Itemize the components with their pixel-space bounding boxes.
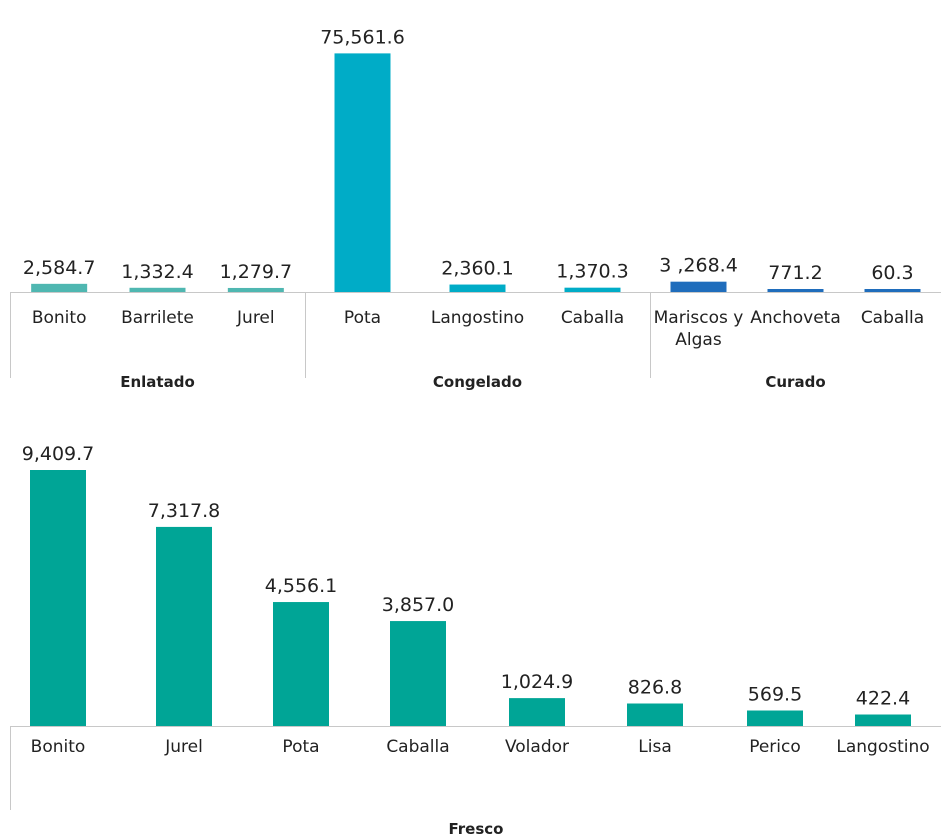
- data-label: 3 ,268.4: [659, 255, 738, 277]
- bar: [227, 287, 284, 292]
- x-tick-label: Lisa: [638, 737, 671, 757]
- data-label: 4,556.1: [265, 575, 338, 597]
- bar: [767, 289, 824, 292]
- x-tick-label: Barrilete: [121, 308, 194, 328]
- bar: [564, 287, 621, 292]
- data-label: 771.2: [768, 262, 822, 284]
- data-label: 422.4: [856, 688, 910, 710]
- data-label: 60.3: [871, 262, 913, 284]
- data-label: 9,409.7: [22, 443, 95, 465]
- data-label: 569.5: [748, 684, 802, 706]
- bar: [129, 287, 186, 292]
- data-label: 1,024.9: [501, 671, 574, 693]
- bar: [509, 698, 565, 726]
- data-label: 826.8: [628, 677, 682, 699]
- x-tick-label: Caballa: [861, 308, 924, 328]
- x-tick-label: Algas: [675, 330, 722, 350]
- bar: [31, 283, 88, 292]
- group-label: Congelado: [433, 373, 522, 391]
- x-tick-label: Pota: [282, 737, 319, 757]
- bar: [855, 714, 911, 726]
- data-label: 2,360.1: [441, 258, 514, 280]
- bar: [334, 53, 391, 292]
- x-tick-label: Bonito: [32, 308, 87, 328]
- group-label: Fresco: [449, 820, 504, 838]
- data-label: 1,279.7: [220, 261, 293, 283]
- x-tick-label: Jurel: [236, 308, 275, 328]
- x-tick-label: Langostino: [431, 308, 524, 328]
- data-label: 3,857.0: [382, 594, 455, 616]
- x-tick-label: Anchoveta: [750, 308, 841, 328]
- bar: [864, 289, 921, 292]
- data-label: 1,370.3: [556, 261, 629, 283]
- data-label: 7,317.8: [148, 500, 221, 522]
- data-label: 75,561.6: [320, 26, 405, 48]
- bar: [449, 284, 506, 292]
- x-tick-label: Jurel: [164, 737, 203, 757]
- data-label: 1,332.4: [121, 261, 194, 283]
- x-tick-label: Pota: [344, 308, 381, 328]
- x-tick-label: Caballa: [561, 308, 624, 328]
- bar: [390, 621, 446, 726]
- x-tick-label: Volador: [505, 737, 569, 757]
- x-tick-label: Caballa: [386, 737, 449, 757]
- data-label: 2,584.7: [23, 257, 96, 279]
- group-label: Enlatado: [120, 373, 195, 391]
- bar: [273, 602, 329, 726]
- x-tick-label: Perico: [749, 737, 801, 757]
- x-tick-label: Bonito: [31, 737, 86, 757]
- bar: [156, 526, 212, 726]
- bar: [627, 703, 683, 726]
- bar: [30, 470, 86, 726]
- bar: [747, 710, 803, 726]
- x-tick-label: Langostino: [836, 737, 929, 757]
- x-tick-label: Mariscos y: [654, 308, 744, 328]
- bar: [670, 281, 727, 292]
- group-label: Curado: [765, 373, 825, 391]
